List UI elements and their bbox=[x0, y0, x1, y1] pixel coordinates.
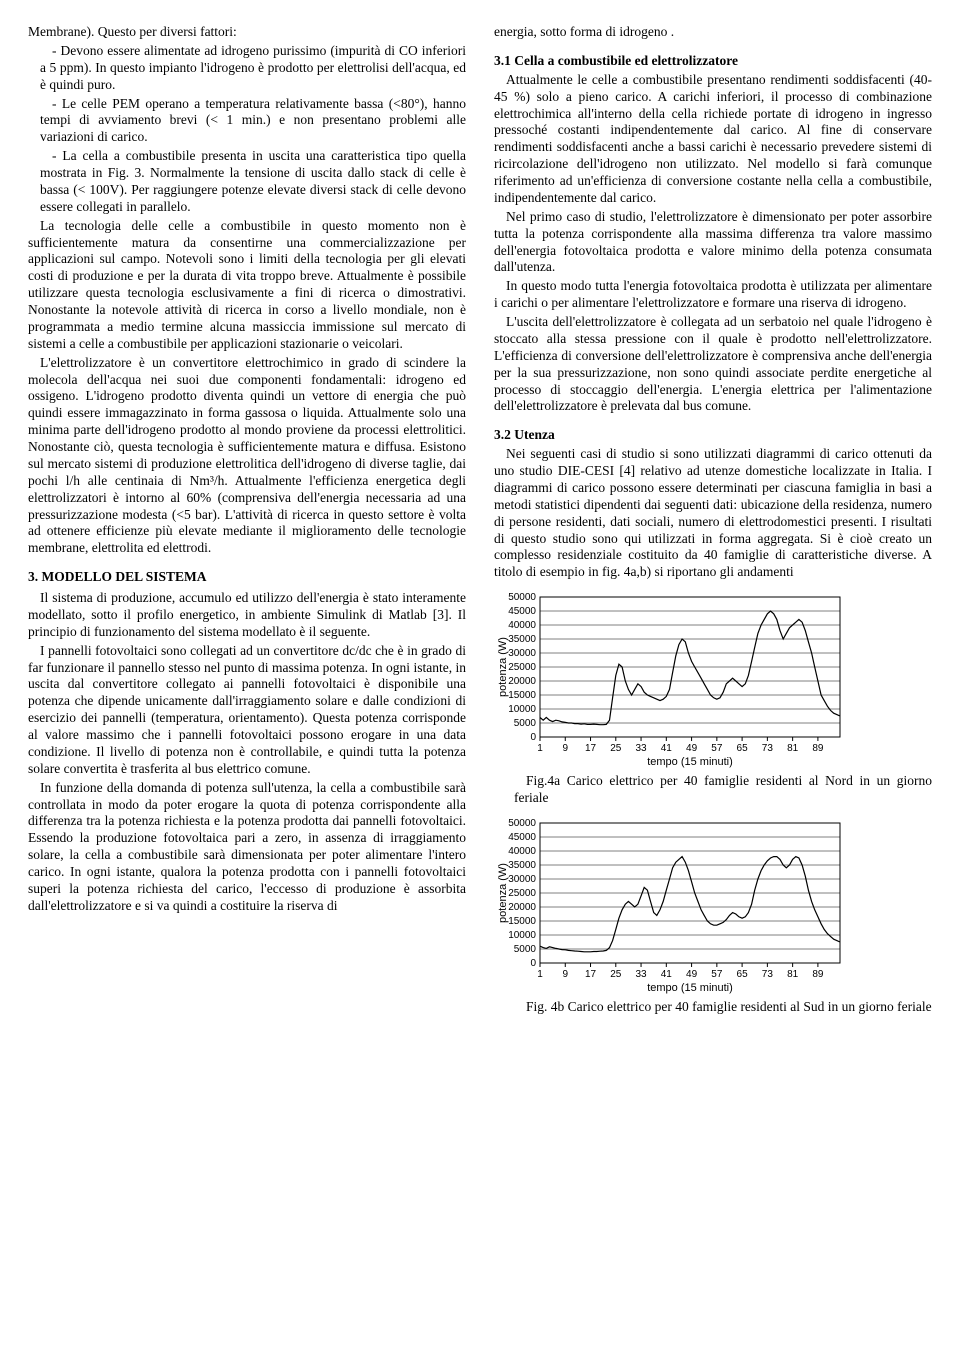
svg-text:33: 33 bbox=[635, 743, 647, 754]
svg-text:15000: 15000 bbox=[508, 916, 536, 927]
para: Attualmente le celle a combustibile pres… bbox=[494, 72, 932, 207]
para: Il sistema di produzione, accumulo ed ut… bbox=[28, 590, 466, 641]
svg-text:20000: 20000 bbox=[508, 676, 536, 687]
svg-text:10000: 10000 bbox=[508, 930, 536, 941]
svg-text:tempo (15 minuti): tempo (15 minuti) bbox=[647, 756, 733, 768]
left-column: Membrane). Questo per diversi fattori: -… bbox=[28, 24, 466, 1018]
svg-text:50000: 50000 bbox=[508, 592, 536, 603]
svg-text:9: 9 bbox=[562, 743, 568, 754]
svg-text:41: 41 bbox=[661, 743, 673, 754]
section-heading: 3. MODELLO DEL SISTEMA bbox=[28, 569, 466, 586]
svg-text:33: 33 bbox=[635, 969, 647, 980]
right-column: energia, sotto forma di idrogeno . 3.1 C… bbox=[494, 24, 932, 1018]
svg-text:45000: 45000 bbox=[508, 606, 536, 617]
para: Nei seguenti casi di studio si sono util… bbox=[494, 446, 932, 581]
svg-text:potenza (W): potenza (W) bbox=[497, 863, 509, 923]
figure-4b: 0 5000 10000 15000 20000 25000 30000 35000 40000… bbox=[494, 815, 932, 995]
bullet-item: - Le celle PEM operano a temperatura rel… bbox=[28, 96, 466, 147]
svg-text:81: 81 bbox=[787, 743, 799, 754]
svg-text:1: 1 bbox=[537, 969, 543, 980]
svg-text:73: 73 bbox=[762, 743, 774, 754]
svg-text:10000: 10000 bbox=[508, 704, 536, 715]
figure-caption: Fig. 4b Carico elettrico per 40 famiglie… bbox=[494, 999, 932, 1016]
svg-text:0: 0 bbox=[530, 958, 536, 969]
para: L'elettrolizzatore è un convertitore ele… bbox=[28, 355, 466, 558]
para: In questo modo tutta l'energia fotovolta… bbox=[494, 278, 932, 312]
svg-text:49: 49 bbox=[686, 969, 698, 980]
svg-text:25000: 25000 bbox=[508, 662, 536, 673]
para: energia, sotto forma di idrogeno . bbox=[494, 24, 932, 41]
svg-text:17: 17 bbox=[585, 743, 597, 754]
svg-text:15000: 15000 bbox=[508, 690, 536, 701]
page-two-column: Membrane). Questo per diversi fattori: -… bbox=[28, 24, 932, 1018]
svg-text:9: 9 bbox=[562, 969, 568, 980]
svg-text:25000: 25000 bbox=[508, 888, 536, 899]
para: La tecnologia delle celle a combustibile… bbox=[28, 218, 466, 353]
svg-text:35000: 35000 bbox=[508, 634, 536, 645]
subsection-heading: 3.1 Cella a combustibile ed elettrolizza… bbox=[494, 53, 932, 70]
svg-text:30000: 30000 bbox=[508, 648, 536, 659]
svg-text:65: 65 bbox=[737, 969, 749, 980]
svg-text:41: 41 bbox=[661, 969, 673, 980]
svg-text:potenza (W): potenza (W) bbox=[497, 637, 509, 697]
svg-text:50000: 50000 bbox=[508, 818, 536, 829]
svg-text:5000: 5000 bbox=[514, 718, 537, 729]
svg-text:5000: 5000 bbox=[514, 944, 537, 955]
svg-text:17: 17 bbox=[585, 969, 597, 980]
svg-text:45000: 45000 bbox=[508, 832, 536, 843]
bullet-item: - La cella a combustibile presenta in us… bbox=[28, 148, 466, 216]
svg-text:tempo (15 minuti): tempo (15 minuti) bbox=[647, 982, 733, 994]
para: Nel primo caso di studio, l'elettrolizza… bbox=[494, 209, 932, 277]
para: L'uscita dell'elettrolizzatore è collega… bbox=[494, 314, 932, 415]
figure-4a: 0 5000 10000 15000 20000 25000 30000 35000 40000… bbox=[494, 589, 932, 769]
figure-caption: Fig.4a Carico elettrico per 40 famiglie … bbox=[494, 773, 932, 807]
svg-text:30000: 30000 bbox=[508, 874, 536, 885]
bullet-item: - Devono essere alimentate ad idrogeno p… bbox=[28, 43, 466, 94]
svg-text:25: 25 bbox=[610, 969, 622, 980]
svg-text:0: 0 bbox=[530, 732, 536, 743]
svg-text:49: 49 bbox=[686, 743, 698, 754]
svg-text:57: 57 bbox=[711, 743, 723, 754]
svg-text:73: 73 bbox=[762, 969, 774, 980]
para: Membrane). Questo per diversi fattori: bbox=[28, 24, 466, 41]
svg-text:35000: 35000 bbox=[508, 860, 536, 871]
svg-text:57: 57 bbox=[711, 969, 723, 980]
svg-text:20000: 20000 bbox=[508, 902, 536, 913]
para: I pannelli fotovoltaici sono collegati a… bbox=[28, 643, 466, 778]
subsection-heading: 3.2 Utenza bbox=[494, 427, 932, 444]
svg-text:81: 81 bbox=[787, 969, 799, 980]
svg-text:40000: 40000 bbox=[508, 846, 536, 857]
svg-text:1: 1 bbox=[537, 743, 543, 754]
svg-text:65: 65 bbox=[737, 743, 749, 754]
chart-fig4b: 0 5000 10000 15000 20000 25000 30000 35000 40000… bbox=[494, 815, 854, 995]
chart-fig4a: 0 5000 10000 15000 20000 25000 30000 35000 40000… bbox=[494, 589, 854, 769]
svg-text:89: 89 bbox=[812, 743, 824, 754]
svg-text:40000: 40000 bbox=[508, 620, 536, 631]
svg-text:89: 89 bbox=[812, 969, 824, 980]
para: In funzione della domanda di potenza sul… bbox=[28, 780, 466, 915]
svg-text:25: 25 bbox=[610, 743, 622, 754]
